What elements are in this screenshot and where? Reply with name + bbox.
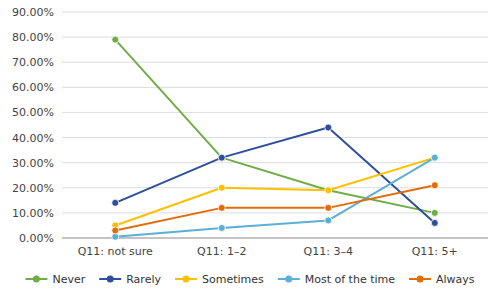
series-marker <box>218 154 225 161</box>
y-tick-label: 70.00% <box>12 56 54 69</box>
series-marker <box>218 204 225 211</box>
series-marker <box>218 224 225 231</box>
legend-marker <box>33 276 40 283</box>
y-tick-label: 60.00% <box>12 81 54 94</box>
y-tick-label: 90.00% <box>12 6 54 19</box>
y-tick-label: 0.00% <box>19 232 54 245</box>
y-tick-label: 80.00% <box>12 31 54 44</box>
x-axis-line <box>62 238 488 239</box>
legend-item: Rarely <box>99 273 161 286</box>
legend-item: Always <box>409 273 475 286</box>
legend-marker <box>182 276 189 283</box>
series-marker <box>112 36 119 43</box>
series-line <box>115 158 435 237</box>
legend-label: Rarely <box>126 273 161 286</box>
series-line <box>115 158 435 226</box>
series-line <box>115 185 435 230</box>
legend-label: Always <box>436 273 475 286</box>
legend-marker <box>417 276 424 283</box>
legend: Never Rarely Sometimes Most of the time Alwa… <box>25 273 474 286</box>
series-marker <box>325 217 332 224</box>
series-marker <box>431 154 438 161</box>
grid-line <box>62 112 488 113</box>
series-marker <box>325 187 332 194</box>
series-marker <box>325 124 332 131</box>
grid-line <box>62 37 488 38</box>
y-tick-label: 30.00% <box>12 157 54 170</box>
legend-label: Sometimes <box>202 273 264 286</box>
y-tick-label: 10.00% <box>12 207 54 220</box>
x-tick-label: Q11: 3–4 <box>304 245 353 258</box>
chart: 0.00% 10.00% 20.00% 30.00% 40.00% 50.00% 60.00… <box>0 0 500 301</box>
grid-line <box>62 87 488 88</box>
series-marker <box>112 199 119 206</box>
legend-label: Most of the time <box>305 273 395 286</box>
series-marker <box>325 187 332 194</box>
y-tick-label: 50.00% <box>12 106 54 119</box>
x-tick-label: Q11: 5+ <box>412 245 458 258</box>
y-tick-label: 20.00% <box>12 182 54 195</box>
legend-item: Most of the time <box>278 273 395 286</box>
x-tick-label: Q11: not sure <box>78 245 153 258</box>
series-marker <box>112 227 119 234</box>
x-tick-label: Q11: 1–2 <box>197 245 246 258</box>
legend-marker <box>107 276 114 283</box>
grid-line <box>62 12 488 13</box>
series-marker <box>431 219 438 226</box>
legend-label: Never <box>52 273 85 286</box>
legend-marker <box>285 276 292 283</box>
series-marker <box>431 182 438 189</box>
plot-area <box>112 36 439 240</box>
series-marker <box>431 154 438 161</box>
series-marker <box>431 209 438 216</box>
grid-line <box>62 62 488 63</box>
series-marker <box>218 154 225 161</box>
series-marker <box>218 184 225 191</box>
legend-item: Never <box>25 273 85 286</box>
legend-item: Sometimes <box>175 273 264 286</box>
grid-line <box>62 238 488 239</box>
series-marker <box>325 204 332 211</box>
y-tick-label: 40.00% <box>12 132 54 145</box>
grid-line <box>62 137 488 138</box>
